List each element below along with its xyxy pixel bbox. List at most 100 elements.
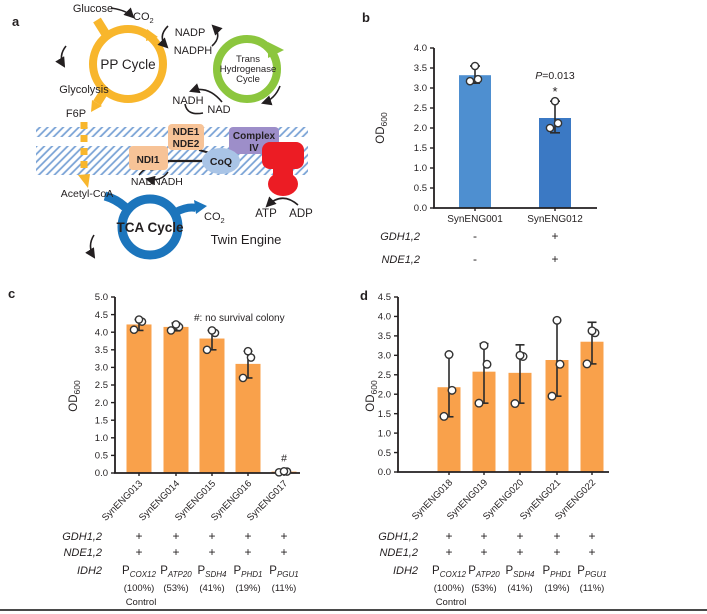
gene-row-value: +: [280, 545, 287, 559]
bar: [163, 326, 189, 473]
nadp-label: NADP: [175, 27, 206, 39]
y-tick-label: 1.5: [378, 409, 391, 420]
gene-row-label: GDH1,2: [380, 231, 420, 243]
annotation: #: [281, 453, 287, 465]
data-point: [202, 345, 212, 355]
data-point: [515, 350, 525, 360]
pp-ring-arrowhead: [146, 29, 158, 41]
promoter-label: PPHD1: [542, 565, 571, 579]
tca-outflow-arrowhead: [194, 200, 207, 214]
y-axis-label-b: OD600: [375, 112, 389, 144]
nadph-label: NADPH: [174, 45, 213, 57]
percent-label: (53%): [163, 583, 188, 594]
pp-cycle-inflow: [93, 17, 111, 39]
glycolysis-arrowhead: [78, 174, 90, 188]
promoter-label: PPGU1: [577, 565, 606, 579]
y-tick-label: 2.5: [95, 380, 108, 391]
trans-hydrogenase-ring: [213, 35, 281, 103]
adp-to-atp-arrow: [265, 196, 299, 208]
data-point: [470, 61, 480, 71]
promoter-label: PATP20: [468, 565, 500, 579]
promoter-label: PSDH4: [197, 565, 227, 579]
nadh-lower-label: NADH: [153, 176, 183, 188]
percent-label: (53%): [471, 583, 496, 594]
bar: [459, 75, 491, 208]
promoter-main: P: [577, 565, 585, 577]
y-tick-label: 4.5: [378, 292, 391, 303]
gene-row-value: +: [244, 529, 251, 543]
data-point: [482, 359, 492, 369]
data-point: [171, 320, 181, 329]
annotation-italic: P: [535, 70, 542, 82]
data-point: [166, 326, 176, 335]
y-tick-label: 1.0: [95, 433, 108, 444]
gene-row-value: +: [208, 545, 215, 559]
promoter-label: PCOX12: [122, 565, 156, 579]
y-tick-label: 4.5: [95, 310, 108, 321]
y-tick-label: 0.5: [95, 451, 108, 462]
y-tick-label: 5.0: [95, 292, 108, 303]
data-point: [243, 346, 253, 356]
promoter-label: PATP20: [160, 565, 192, 579]
nadh-to-nad-arc: [184, 103, 204, 115]
promoter-label: PPHD1: [233, 565, 262, 579]
percent-label: (41%): [199, 583, 224, 594]
y-tick-label: 4.0: [378, 312, 391, 323]
promoter-main: P: [505, 565, 513, 577]
nad-upper-label: NAD: [207, 104, 230, 116]
gene-row-value: +: [135, 545, 142, 559]
promoter-main: P: [122, 565, 130, 577]
promoter-sub: SDH4: [205, 570, 227, 579]
promoter-sub: PHD1: [241, 570, 262, 579]
gene-row-label: NDE1,2: [379, 547, 418, 559]
promoter-main: P: [468, 565, 476, 577]
data-point: [479, 341, 489, 351]
gene-row-value: +: [588, 529, 595, 543]
nadp-right-arc: [211, 24, 223, 47]
pp-cycle-label: PP Cycle: [100, 57, 155, 72]
gene-row-label: IDH2: [393, 565, 418, 577]
percent-label: (100%): [434, 583, 465, 594]
data-point: [447, 385, 457, 395]
y-tick-label: 0.0: [414, 203, 427, 214]
nde-box: [168, 124, 204, 150]
tca-left-arrow: [85, 234, 96, 259]
promoter-main: P: [542, 565, 550, 577]
promoter-main: P: [233, 565, 241, 577]
acetyl-coa-label: Acetyl-CoA: [61, 188, 114, 200]
co2-bottom-label: CO2: [204, 211, 225, 225]
annotation: *: [552, 84, 557, 99]
figure-bottom-rule: [0, 609, 707, 611]
glucose-label: Glucose: [73, 3, 113, 15]
gene-row-value: +: [588, 545, 595, 559]
panel-letter-a: a: [12, 14, 20, 29]
gene-row-value: +: [445, 545, 452, 559]
percent-label: (11%): [580, 583, 605, 594]
green-ring-outer-arrow: [261, 85, 281, 106]
data-point: [547, 391, 557, 401]
gene-row-value: +: [480, 545, 487, 559]
panel-c: OD600 0.0 0.5 1.0 1.5 2.0 2.5 3.0 3.5 4.0 4.5 5.0 S…: [8, 288, 356, 614]
y-tick-label: 3.0: [414, 83, 427, 94]
glucose-arrow: [110, 7, 135, 19]
y-axis-label-c: OD600: [68, 380, 82, 412]
y-tick-label: 2.0: [414, 123, 427, 134]
y-tick-label: 2.5: [378, 370, 391, 381]
data-point: [587, 326, 597, 336]
glycolysis-label: Glycolysis: [59, 84, 109, 96]
gene-row-value: +: [553, 529, 560, 543]
data-point: [552, 315, 562, 325]
gene-row-value: +: [244, 545, 251, 559]
y-tick-label: 4.0: [414, 43, 427, 54]
data-point: [129, 325, 139, 335]
bar: [508, 372, 532, 472]
y-tick-label: 0.0: [378, 467, 391, 478]
data-point: [474, 398, 484, 408]
y-tick-label: 2.0: [378, 389, 391, 400]
promoter-main: P: [432, 565, 440, 577]
gene-row-value: -: [473, 229, 477, 243]
gene-row-value: +: [172, 529, 179, 543]
trans-label-3: Cycle: [236, 74, 260, 85]
gene-row-value: +: [551, 252, 558, 266]
